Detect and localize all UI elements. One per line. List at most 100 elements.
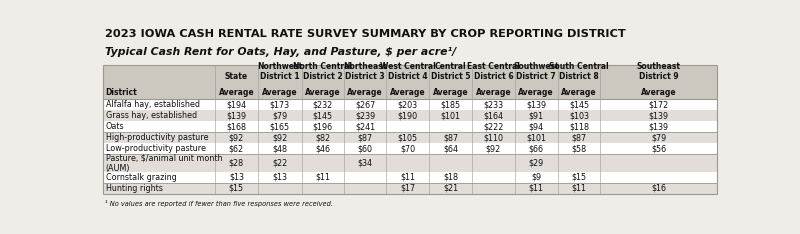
- Text: $82: $82: [315, 133, 330, 142]
- Text: Hunting rights: Hunting rights: [106, 184, 162, 193]
- Text: Central
District 5: Central District 5: [431, 62, 470, 81]
- Text: $15: $15: [229, 184, 244, 193]
- Bar: [103, 154, 717, 172]
- Text: $91: $91: [529, 111, 544, 120]
- Text: $190: $190: [398, 111, 418, 120]
- Text: Pasture, $/animal unit month
(AUM): Pasture, $/animal unit month (AUM): [106, 153, 222, 173]
- Text: Southwest
District 7: Southwest District 7: [514, 62, 559, 81]
- Text: Cornstalk grazing: Cornstalk grazing: [106, 173, 176, 182]
- Text: $94: $94: [529, 122, 544, 131]
- Bar: [103, 132, 717, 143]
- Text: North Central
District 2: North Central District 2: [293, 62, 352, 81]
- Text: $29: $29: [529, 159, 544, 168]
- Text: $28: $28: [229, 159, 244, 168]
- Text: $11: $11: [529, 184, 544, 193]
- Text: Average: Average: [475, 88, 511, 97]
- Text: Average: Average: [641, 88, 677, 97]
- Text: Average: Average: [518, 88, 554, 97]
- Bar: [103, 99, 717, 110]
- Text: $87: $87: [571, 133, 586, 142]
- Text: Average: Average: [347, 88, 383, 97]
- Text: $101: $101: [441, 111, 461, 120]
- Text: $145: $145: [569, 100, 589, 109]
- Text: State: State: [225, 72, 248, 81]
- Text: East Central
District 6: East Central District 6: [467, 62, 520, 81]
- Text: Low-productivity pasture: Low-productivity pasture: [106, 144, 206, 153]
- Text: $13: $13: [272, 173, 287, 182]
- Text: $13: $13: [229, 173, 244, 182]
- Bar: [103, 110, 717, 121]
- Text: $139: $139: [526, 100, 546, 109]
- Text: $110: $110: [483, 133, 503, 142]
- Text: $101: $101: [526, 133, 546, 142]
- Text: $164: $164: [483, 111, 503, 120]
- Text: $105: $105: [398, 133, 418, 142]
- Text: $267: $267: [355, 100, 375, 109]
- Text: $70: $70: [400, 144, 415, 153]
- Text: Average: Average: [433, 88, 469, 97]
- Text: $48: $48: [272, 144, 287, 153]
- Text: $62: $62: [229, 144, 244, 153]
- Text: $103: $103: [569, 111, 589, 120]
- Text: $241: $241: [355, 122, 375, 131]
- Text: $92: $92: [229, 133, 244, 142]
- Text: $173: $173: [270, 100, 290, 109]
- Bar: [103, 183, 717, 194]
- Text: $11: $11: [315, 173, 330, 182]
- Text: Alfalfa hay, established: Alfalfa hay, established: [106, 100, 199, 109]
- Text: $239: $239: [355, 111, 375, 120]
- Bar: [103, 143, 717, 154]
- Text: $87: $87: [443, 133, 458, 142]
- Text: $203: $203: [398, 100, 418, 109]
- Text: 2023 IOWA CASH RENTAL RATE SURVEY SUMMARY BY CROP REPORTING DISTRICT: 2023 IOWA CASH RENTAL RATE SURVEY SUMMAR…: [105, 29, 626, 39]
- Text: Northwest
District 1: Northwest District 1: [258, 62, 302, 81]
- Text: Northeast
District 3: Northeast District 3: [343, 62, 386, 81]
- Text: $172: $172: [649, 100, 669, 109]
- Text: $60: $60: [358, 144, 373, 153]
- Text: $15: $15: [571, 173, 586, 182]
- Text: $222: $222: [483, 122, 503, 131]
- Text: $139: $139: [649, 111, 669, 120]
- Text: Southeast
District 9: Southeast District 9: [637, 62, 681, 81]
- Text: $22: $22: [272, 159, 287, 168]
- Text: Average: Average: [305, 88, 340, 97]
- Text: $11: $11: [400, 173, 415, 182]
- Text: $18: $18: [443, 173, 458, 182]
- Text: $139: $139: [226, 111, 246, 120]
- Text: $87: $87: [358, 133, 373, 142]
- Text: Average: Average: [561, 88, 597, 97]
- Text: $168: $168: [226, 122, 246, 131]
- Text: $194: $194: [226, 100, 246, 109]
- Text: $118: $118: [569, 122, 589, 131]
- Bar: [103, 121, 717, 132]
- Text: $185: $185: [441, 100, 461, 109]
- Text: Average: Average: [218, 88, 254, 97]
- Text: $79: $79: [272, 111, 287, 120]
- Text: $92: $92: [272, 133, 287, 142]
- Text: $145: $145: [313, 111, 333, 120]
- Text: $92: $92: [486, 144, 501, 153]
- Text: $34: $34: [358, 159, 373, 168]
- Text: $139: $139: [649, 122, 669, 131]
- Text: $66: $66: [529, 144, 544, 153]
- Text: $21: $21: [443, 184, 458, 193]
- Text: $16: $16: [651, 184, 666, 193]
- Text: South Central
District 8: South Central District 8: [549, 62, 609, 81]
- Text: $46: $46: [315, 144, 330, 153]
- Text: $196: $196: [313, 122, 333, 131]
- Text: Typical Cash Rent for Oats, Hay, and Pasture, $ per acre¹/: Typical Cash Rent for Oats, Hay, and Pas…: [105, 47, 456, 57]
- Text: West Central
District 4: West Central District 4: [380, 62, 436, 81]
- Text: District: District: [106, 88, 138, 97]
- Text: $11: $11: [571, 184, 586, 193]
- Text: $165: $165: [270, 122, 290, 131]
- Text: ¹ No values are reported if fewer than five responses were received.: ¹ No values are reported if fewer than f…: [105, 200, 333, 207]
- Text: Average: Average: [262, 88, 298, 97]
- Text: $79: $79: [651, 133, 666, 142]
- Bar: [103, 172, 717, 183]
- Text: $56: $56: [651, 144, 666, 153]
- Text: High-productivity pasture: High-productivity pasture: [106, 133, 208, 142]
- Text: Grass hay, established: Grass hay, established: [106, 111, 197, 120]
- Text: Oats: Oats: [106, 122, 124, 131]
- Text: $232: $232: [313, 100, 333, 109]
- Text: Average: Average: [390, 88, 426, 97]
